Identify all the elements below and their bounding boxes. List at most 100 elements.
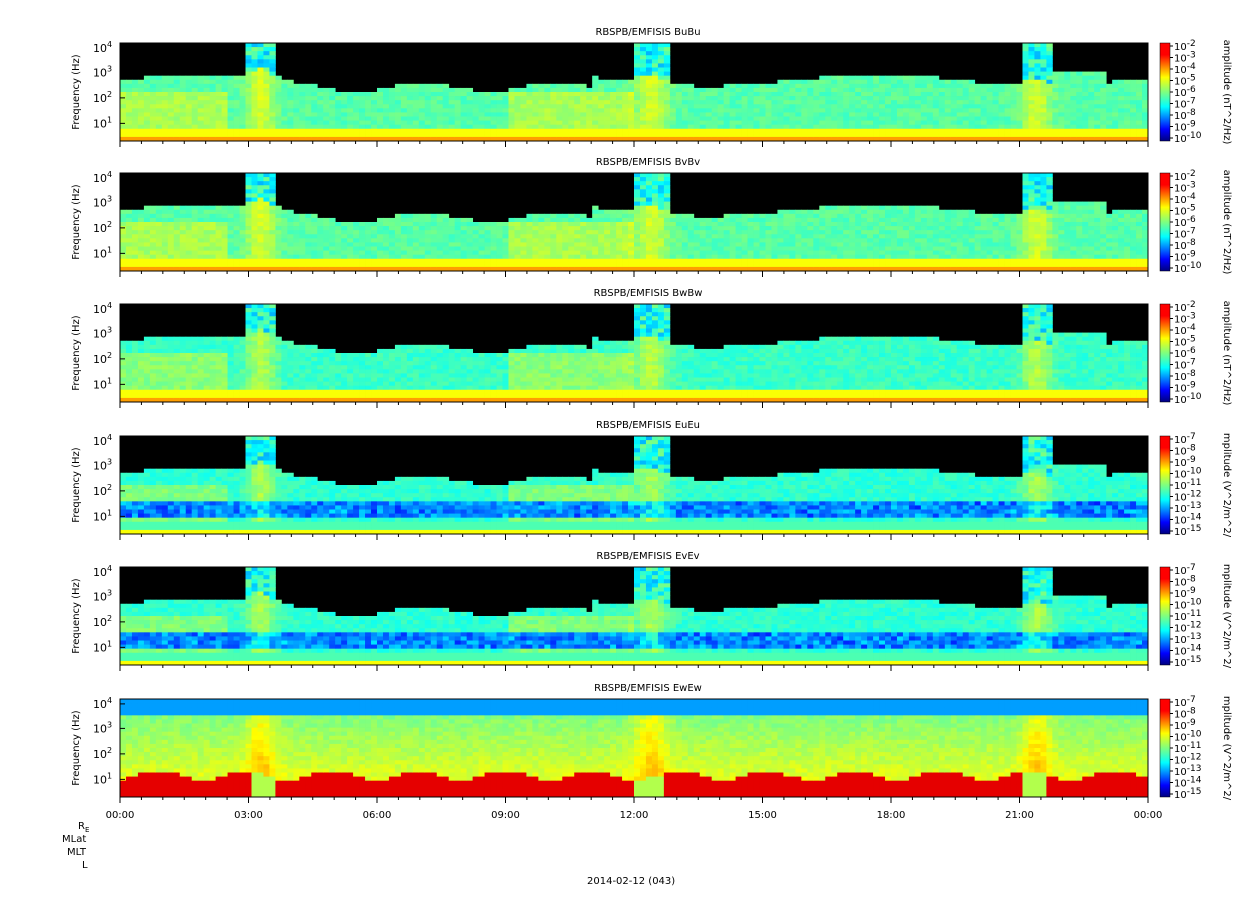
heatmap-cell: [777, 246, 784, 251]
heatmap-cell: [693, 250, 701, 256]
heatmap-cell: [795, 120, 802, 126]
heatmap-cell: [1106, 108, 1113, 113]
heatmap-cell: [843, 258, 850, 264]
heatmap-cell: [968, 128, 976, 134]
heatmap-cell: [1046, 108, 1053, 113]
heatmap-cell: [137, 217, 145, 223]
heatmap-cell: [639, 124, 647, 130]
heatmap-cell: [377, 136, 384, 142]
heatmap-cell: [711, 96, 719, 101]
heatmap-cell: [502, 226, 509, 231]
heatmap-cell: [586, 266, 593, 272]
heatmap-cell: [891, 92, 898, 97]
heatmap-cell: [430, 124, 438, 130]
heatmap-cell: [729, 213, 737, 219]
heatmap-cell: [179, 238, 187, 243]
heatmap-cell: [681, 217, 689, 223]
heatmap-cell: [586, 246, 593, 251]
heatmap-cell: [795, 128, 802, 134]
heatmap-cell: [377, 112, 384, 117]
heatmap-cell: [125, 234, 133, 239]
heatmap-cell: [173, 96, 181, 101]
heatmap-cell: [610, 96, 617, 101]
heatmap-cell: [514, 132, 521, 138]
heatmap-cell: [269, 136, 276, 142]
heatmap-cell: [944, 120, 952, 126]
heatmap-cell: [257, 136, 264, 142]
heatmap-cell: [628, 112, 635, 117]
heatmap-cell: [980, 87, 988, 93]
heatmap-cell: [604, 254, 611, 260]
heatmap-cell: [161, 254, 169, 260]
heatmap-cell: [257, 100, 264, 105]
heatmap-cell: [520, 262, 527, 268]
heatmap-cell: [604, 226, 611, 231]
heatmap-cell: [962, 250, 970, 256]
heatmap-cell: [759, 96, 766, 101]
heatmap-cell: [347, 132, 354, 138]
heatmap-cell: [1076, 128, 1083, 134]
heatmap-cell: [938, 226, 946, 231]
heatmap-cell: [622, 83, 629, 89]
heatmap-cell: [1094, 92, 1101, 97]
heatmap-cell: [980, 83, 988, 89]
heatmap-cell: [747, 238, 754, 243]
heatmap-cell: [598, 136, 605, 142]
heatmap-cell: [311, 258, 318, 264]
heatmap-cell: [137, 246, 145, 251]
heatmap-cell: [980, 242, 988, 247]
heatmap-cell: [879, 262, 886, 268]
heatmap-cell: [394, 96, 402, 101]
heatmap-cell: [819, 116, 826, 121]
heatmap-cell: [675, 222, 683, 227]
heatmap-cell: [167, 128, 175, 134]
heatmap-cell: [490, 116, 497, 121]
heatmap-cell: [837, 230, 844, 235]
heatmap-cell: [556, 266, 563, 272]
heatmap-cell: [137, 234, 145, 239]
heatmap-cell: [628, 262, 635, 268]
heatmap-cell: [490, 92, 497, 97]
y-tick-exponent: 1: [107, 115, 112, 124]
heatmap-cell: [896, 79, 904, 85]
heatmap-cell: [592, 96, 599, 101]
heatmap-cell: [406, 100, 414, 105]
heatmap-cell: [317, 136, 324, 142]
heatmap-cell: [669, 120, 677, 126]
heatmap-cell: [120, 217, 127, 223]
heatmap-cell: [1046, 124, 1053, 130]
heatmap-cell: [717, 92, 725, 97]
heatmap-cell: [914, 136, 922, 142]
heatmap-cell: [460, 112, 468, 117]
heatmap-cell: [1046, 67, 1053, 72]
heatmap-cell: [406, 254, 414, 260]
heatmap-cell: [472, 226, 480, 231]
heatmap-cell: [1034, 51, 1041, 56]
heatmap-cell: [371, 136, 378, 142]
heatmap-cell: [592, 217, 599, 223]
heatmap-cell: [466, 120, 474, 126]
heatmap-cell: [843, 230, 850, 235]
heatmap-cell: [520, 242, 527, 247]
heatmap-cell: [604, 112, 611, 117]
heatmap-cell: [568, 238, 575, 243]
heatmap-cell: [371, 238, 378, 243]
heatmap-cell: [628, 136, 635, 142]
heatmap-cell: [550, 96, 557, 101]
heatmap-cell: [879, 96, 886, 101]
heatmap-cell: [335, 222, 342, 227]
heatmap-cell: [299, 258, 306, 264]
heatmap-cell: [191, 242, 199, 247]
heatmap-cell: [197, 246, 205, 251]
heatmap-cell: [275, 230, 282, 235]
heatmap-cell: [956, 234, 964, 239]
heatmap-cell: [861, 120, 868, 126]
heatmap-cell: [269, 266, 276, 272]
heatmap-cell: [1058, 128, 1065, 134]
heatmap-cell: [323, 254, 330, 260]
heatmap-cell: [628, 100, 635, 105]
heatmap-cell: [663, 43, 671, 48]
heatmap-cell: [657, 96, 665, 101]
heatmap-cell: [382, 108, 390, 113]
heatmap-cell: [861, 226, 868, 231]
